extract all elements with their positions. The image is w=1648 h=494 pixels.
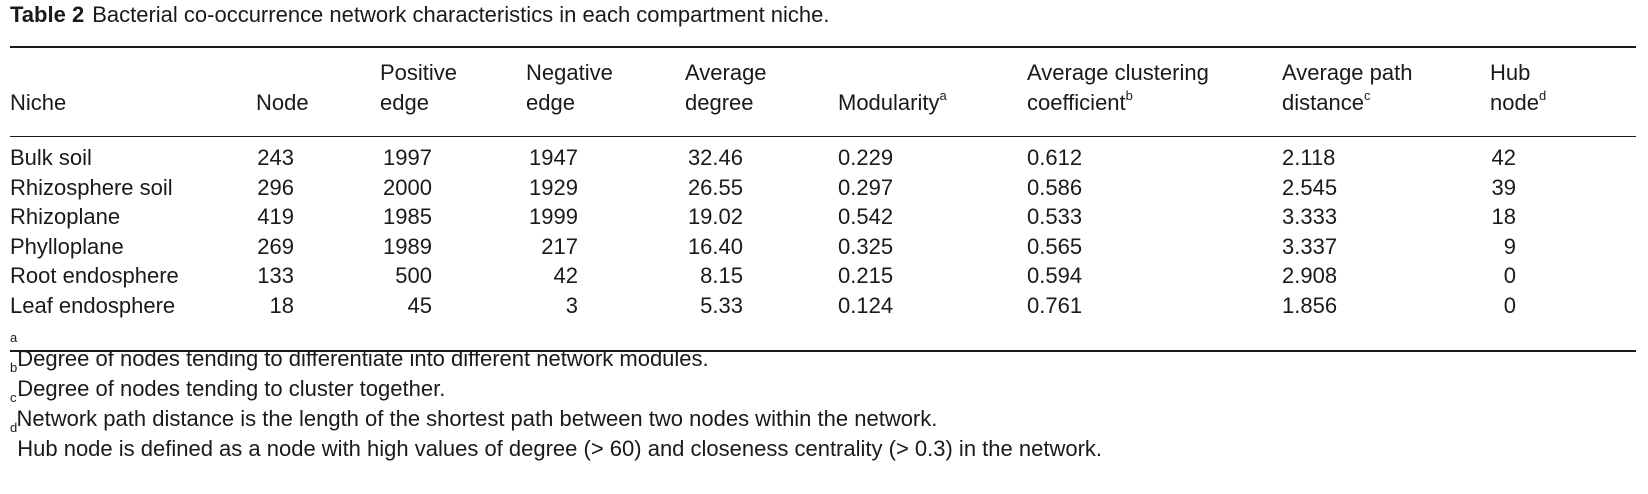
cell-neg: 1947 (529, 145, 578, 170)
header-path-footnote-mark: c (1363, 87, 1371, 103)
cell-pos: 1989 (383, 233, 432, 259)
header-clustering-line1: Average clustering (1027, 60, 1209, 85)
header-path-text: distance (1282, 90, 1364, 115)
cell-neg: 42 (553, 263, 578, 288)
footnote-b-text: Degree of nodes tending to cluster toget… (17, 376, 446, 401)
cell-neg: 1929 (529, 174, 578, 200)
footnote-c-text: Network path distance is the length of t… (16, 406, 938, 431)
cell-neg: 3 (565, 292, 578, 318)
cell-clus: 0.533 (1027, 204, 1083, 229)
header-path-line2: distancec (1282, 88, 1370, 118)
footnote-d-text: Hub node is defined as a node with high … (17, 436, 1103, 461)
cell-mod: 0.325 (838, 233, 894, 259)
header-positive-edge-line1: Positive (380, 60, 458, 85)
cell-path: 2.118 (1282, 145, 1336, 170)
cell-neg: 1999 (529, 204, 578, 229)
header-average-degree-line2: degree (685, 90, 754, 115)
cell-path: 1.856 (1282, 292, 1338, 318)
header-negative-edge-line1: Negative (526, 60, 613, 85)
header-hub-line1: Hub (1490, 60, 1531, 85)
header-positive-edge-line2: edge (380, 90, 429, 115)
header-hub-footnote-mark: d (1538, 87, 1547, 103)
cell-niche: Phylloplane (10, 233, 124, 259)
cell-niche: Leaf endosphere (10, 292, 176, 318)
header-hub-line2: noded (1490, 88, 1546, 118)
cell-niche: Rhizoplane (10, 204, 121, 229)
cell-clus: 0.761 (1027, 292, 1083, 318)
header-modularity: Modularitya (838, 88, 947, 118)
caption-text: Bacterial co-occurrence network characte… (92, 2, 830, 27)
cell-path: 2.545 (1282, 174, 1338, 200)
header-rule (10, 136, 1636, 137)
bottom-rule (10, 350, 1636, 352)
caption-label: Table 2 (10, 2, 85, 27)
header-negative-edge-line2: edge (526, 90, 575, 115)
cell-niche: Rhizosphere soil (10, 174, 173, 200)
cell-niche: Bulk soil (10, 145, 92, 170)
footnote-c: cNetwork path distance is the length of … (10, 391, 938, 434)
cell-pos: 500 (395, 263, 432, 288)
header-node: Node (256, 90, 309, 115)
header-hub-text: node (1490, 90, 1539, 115)
footnote-d: dHub node is defined as a node with high… (10, 421, 1103, 464)
cell-deg: 16.40 (687, 233, 743, 259)
cell-hub: 0 (1503, 263, 1516, 288)
footnote-a: aDegree of nodes tending to differentiat… (10, 331, 709, 374)
cell-node: 419 (257, 204, 294, 229)
cell-clus: 0.586 (1027, 174, 1083, 200)
cell-pos: 45 (407, 292, 432, 318)
cell-deg: 5.33 (700, 292, 743, 318)
cell-path: 2.908 (1282, 263, 1338, 288)
cell-clus: 0.565 (1027, 233, 1083, 259)
cell-pos: 1985 (383, 204, 432, 229)
cell-pos: 2000 (383, 174, 432, 200)
cell-hub: 0 (1503, 292, 1516, 318)
header-clustering-line2: coefficientb (1027, 88, 1133, 118)
header-clustering-text: coefficient (1027, 90, 1126, 115)
cell-hub: 42 (1491, 145, 1516, 170)
cell-clus: 0.594 (1027, 263, 1083, 288)
cell-node: 18 (269, 292, 294, 318)
cell-node: 296 (257, 174, 294, 200)
cell-hub: 18 (1491, 204, 1516, 229)
footnote-c-mark: c (10, 390, 17, 405)
footnote-d-mark: d (10, 420, 18, 435)
cell-node: 243 (257, 145, 294, 170)
header-average-degree-line1: Average (685, 60, 767, 85)
header-niche: Niche (10, 90, 67, 115)
cell-niche: Root endosphere (10, 263, 179, 288)
header-modularity-text: Modularity (838, 90, 940, 115)
footnote-a-text: Degree of nodes tending to differentiate… (17, 346, 709, 371)
cell-mod: 0.124 (838, 292, 894, 318)
header-clustering-footnote-mark: b (1125, 87, 1133, 103)
cell-deg: 19.02 (687, 204, 743, 229)
cell-hub: 39 (1491, 174, 1516, 200)
footnote-b: bDegree of nodes tending to cluster toge… (10, 361, 446, 404)
cell-pos: 1997 (383, 145, 432, 170)
cell-neg: 217 (541, 233, 578, 259)
cell-mod: 0.215 (838, 263, 894, 288)
cell-deg: 26.55 (687, 174, 743, 200)
footnote-b-mark: b (10, 360, 18, 375)
cell-node: 133 (257, 263, 294, 288)
header-path-line1: Average path (1282, 60, 1413, 85)
cell-mod: 0.542 (838, 204, 894, 229)
cell-mod: 0.297 (838, 174, 894, 200)
top-rule (10, 46, 1636, 48)
footnote-a-mark: a (10, 330, 18, 345)
cell-path: 3.337 (1282, 233, 1338, 259)
cell-mod: 0.229 (838, 145, 894, 170)
cell-clus: 0.612 (1027, 145, 1083, 170)
header-modularity-footnote-mark: a (939, 87, 947, 103)
table-caption: Table 2 Bacterial co-occurrence network c… (10, 2, 830, 28)
cell-hub: 9 (1503, 233, 1516, 259)
cell-deg: 8.15 (700, 263, 743, 288)
cell-path: 3.333 (1282, 204, 1338, 229)
cell-node: 269 (257, 233, 294, 259)
cell-deg: 32.46 (687, 145, 743, 170)
